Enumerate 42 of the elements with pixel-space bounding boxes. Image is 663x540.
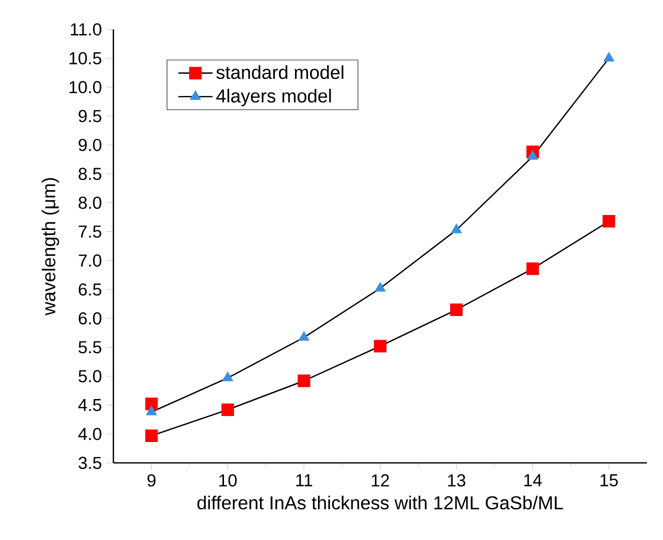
- point: [374, 340, 386, 352]
- y-tick-label: 4.5: [78, 398, 102, 412]
- y-tick-label: 7.0: [78, 254, 102, 267]
- point: [146, 406, 157, 416]
- y-tick-label: 9.0: [78, 138, 102, 151]
- y-tick-label: 7.5: [78, 226, 102, 238]
- y-tick-label: 8.5: [78, 168, 102, 180]
- y-tick-label: 6.5: [78, 283, 102, 296]
- x-tick-label: 14: [524, 474, 542, 486]
- point: [145, 398, 158, 410]
- point: [450, 303, 463, 316]
- point: [603, 52, 614, 62]
- point: [450, 224, 462, 234]
- legend-label: 4layers model: [216, 88, 331, 106]
- x-tick-label: 9: [148, 474, 156, 486]
- y-tick-label: 9.5: [78, 110, 102, 122]
- y-tick-label: 3.5: [78, 456, 102, 469]
- point: [374, 282, 386, 292]
- y-tick-label: 4.0: [78, 428, 102, 440]
- y-tick-label: 5.0: [78, 370, 102, 382]
- x-tick-label: 12: [372, 474, 389, 486]
- y-axis-title: wavelength (μm): [42, 178, 60, 316]
- point: [298, 374, 310, 387]
- point: [602, 214, 616, 228]
- x-axis-title: different InAs thickness with 12ML GaSb/ML: [197, 496, 564, 510]
- y-tick-label: 10.0: [70, 80, 102, 94]
- y-tick-label: 5.5: [78, 341, 102, 354]
- x-tick-label: 10: [219, 474, 237, 486]
- point: [526, 262, 539, 275]
- x-tick-label: 11: [296, 474, 312, 486]
- y-tick-label: 8.0: [78, 196, 102, 209]
- point: [145, 429, 158, 442]
- y-tick-label: 6.0: [78, 312, 102, 324]
- y-tick-label: 10.5: [70, 52, 102, 64]
- y-tick-label: 11.0: [70, 23, 102, 36]
- x-tick-label: 13: [448, 474, 466, 486]
- point: [298, 331, 310, 341]
- point: [527, 150, 538, 160]
- legend-label: standard model: [216, 65, 344, 79]
- point: [222, 372, 234, 382]
- point: [221, 403, 234, 416]
- x-tick-label: 15: [600, 474, 618, 486]
